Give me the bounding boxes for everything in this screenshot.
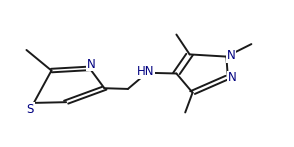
Text: HN: HN: [137, 65, 154, 78]
Text: N: N: [86, 58, 95, 71]
Text: S: S: [26, 103, 34, 116]
Text: N: N: [227, 49, 235, 62]
Text: N: N: [228, 71, 237, 84]
